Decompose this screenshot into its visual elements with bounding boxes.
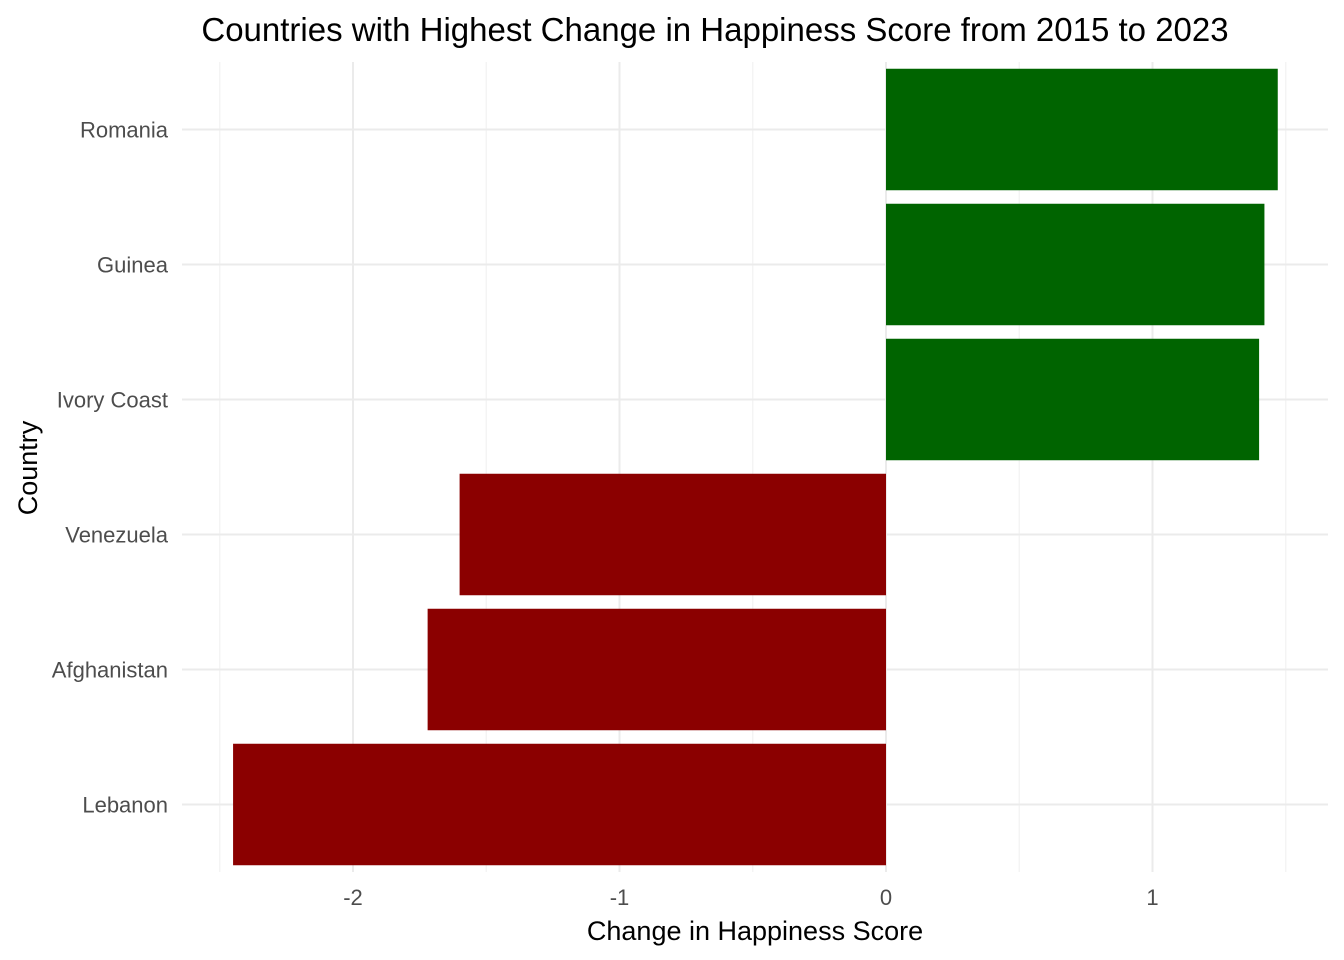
chart-title: Countries with Highest Change in Happine…: [201, 11, 1228, 48]
y-tick-label: Ivory Coast: [57, 388, 168, 413]
x-tick-label: 1: [1146, 885, 1158, 910]
x-axis-title: Change in Happiness Score: [587, 916, 923, 946]
bars: [233, 68, 1278, 866]
y-tick-label: Romania: [80, 118, 169, 143]
y-tick-label: Afghanistan: [52, 658, 168, 683]
bar-ivory-coast: [886, 338, 1260, 461]
y-tick-labels: Romania Guinea Ivory Coast Venezuela Afghani…: [52, 118, 169, 818]
x-tick-label: 0: [880, 885, 892, 910]
y-tick-label: Venezuela: [65, 523, 169, 548]
x-tick-label: -2: [343, 885, 363, 910]
x-tick-labels: -2 -1 0 1: [343, 885, 1158, 910]
bar-lebanon: [233, 743, 886, 866]
bar-venezuela: [459, 473, 886, 596]
bar-guinea: [886, 203, 1265, 326]
x-tick-label: -1: [610, 885, 630, 910]
y-tick-label: Guinea: [97, 253, 169, 278]
y-axis-title: Country: [13, 420, 43, 515]
bar-romania: [886, 68, 1278, 191]
y-tick-label: Lebanon: [82, 793, 168, 818]
bar-afghanistan: [427, 608, 886, 731]
